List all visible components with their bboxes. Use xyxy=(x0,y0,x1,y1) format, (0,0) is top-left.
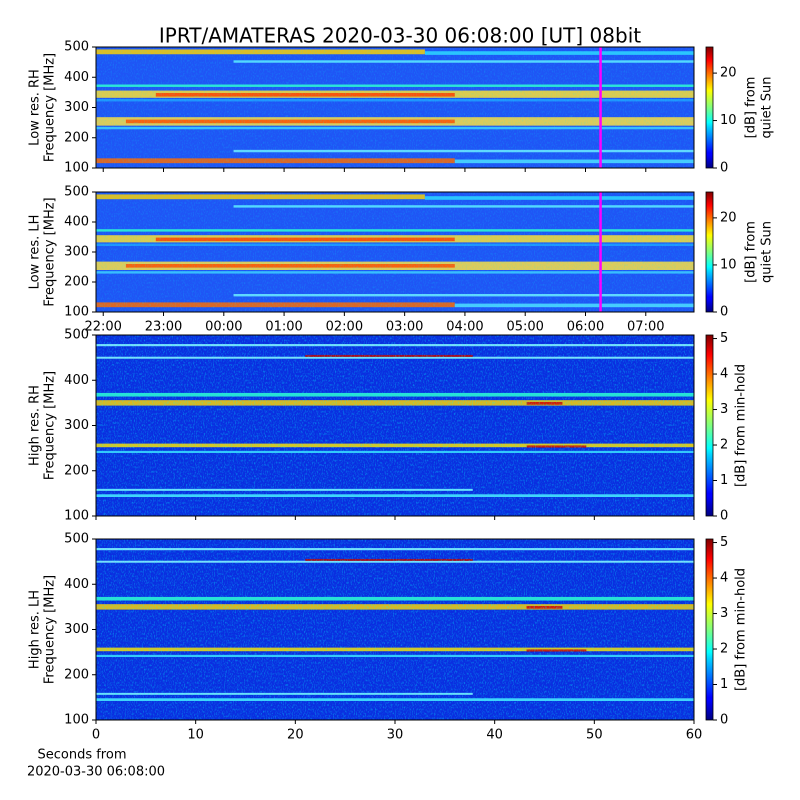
y-tick-label: 100 xyxy=(64,305,89,320)
x-tick-label: 02:00 xyxy=(326,320,363,335)
x-tick-label: 00:00 xyxy=(205,320,242,335)
spectrogram-noise xyxy=(96,192,694,312)
y-axis-label: Low res. RH xyxy=(28,69,43,146)
colorbar-tick-label: 4 xyxy=(720,367,728,382)
x-tick-label: 04:00 xyxy=(446,320,483,335)
colorbar-tick-label: 1 xyxy=(720,473,728,488)
colorbar xyxy=(705,46,714,169)
y-tick-label: 100 xyxy=(64,161,89,176)
colorbar-tick-label: 4 xyxy=(720,571,728,586)
x-tick-label: 22:00 xyxy=(84,320,121,335)
x-tick-label: 0 xyxy=(92,728,100,743)
colorbar-tick-label: 20 xyxy=(720,66,737,81)
y-axis-label: Frequency [MHz] xyxy=(43,53,58,162)
x-tick-label: 40 xyxy=(486,728,503,743)
colorbar-tick-label: 5 xyxy=(720,331,728,346)
colorbar-tick-label: 0 xyxy=(720,161,728,176)
spectrogram xyxy=(96,47,695,168)
y-tick-label: 200 xyxy=(64,667,89,682)
y-tick-label: 500 xyxy=(64,532,89,547)
x-axis-label: Seconds from xyxy=(37,748,126,763)
colorbar-tick-label: 3 xyxy=(720,402,728,417)
y-axis-label: Low res. LH xyxy=(28,215,43,290)
colorbar-tick-label: 1 xyxy=(720,677,728,692)
colorbar-tick-label: 10 xyxy=(720,257,737,272)
colorbar-label: [dB] from xyxy=(744,77,759,139)
colorbar xyxy=(705,538,714,721)
x-axis-label: 2020-03-30 06:08:00 xyxy=(27,765,165,780)
y-tick-label: 300 xyxy=(64,418,89,433)
x-tick-label: 05:00 xyxy=(506,320,543,335)
colorbar-tick-label: 10 xyxy=(720,113,737,128)
y-tick-label: 400 xyxy=(64,577,89,592)
spectrogram-noise xyxy=(96,335,694,516)
spectrogram xyxy=(96,335,694,516)
y-axis-label: High res. LH xyxy=(28,590,43,669)
colorbar-tick-label: 0 xyxy=(720,509,728,524)
x-tick-label: 20 xyxy=(287,728,304,743)
x-tick-label: 23:00 xyxy=(145,320,182,335)
y-tick-label: 500 xyxy=(64,328,89,343)
y-tick-label: 300 xyxy=(64,622,89,637)
colorbar-tick-label: 20 xyxy=(720,210,737,225)
colorbar-label: [dB] from xyxy=(744,221,759,283)
colorbar-tick-label: 2 xyxy=(720,642,728,657)
y-tick-label: 100 xyxy=(64,509,89,524)
x-tick-label: 30 xyxy=(387,728,404,743)
colorbar-tick-label: 0 xyxy=(720,305,728,320)
x-tick-label: 01:00 xyxy=(265,320,302,335)
colorbar-tick-label: 2 xyxy=(720,438,728,453)
spectrogram-noise xyxy=(96,539,694,720)
y-tick-label: 400 xyxy=(64,373,89,388)
colorbar-label: quiet Sun xyxy=(760,221,775,283)
colorbar-label: [dB] from min-hold xyxy=(734,364,749,487)
y-tick-label: 400 xyxy=(64,215,89,230)
y-tick-label: 500 xyxy=(64,40,89,55)
colorbar xyxy=(705,191,714,313)
y-axis-label: Frequency [MHz] xyxy=(43,197,58,306)
x-tick-label: 10 xyxy=(187,728,204,743)
spectrogram-noise xyxy=(96,47,694,168)
x-tick-label: 60 xyxy=(686,728,703,743)
y-axis-label: High res. RH xyxy=(28,385,43,466)
spectrogram xyxy=(96,539,694,720)
y-tick-label: 300 xyxy=(64,245,89,260)
colorbar-label: quiet Sun xyxy=(760,76,775,138)
colorbar-tick-label: 3 xyxy=(720,606,728,621)
colorbar-tick-label: 5 xyxy=(720,535,728,550)
x-tick-label: 06:00 xyxy=(567,320,604,335)
figure-title: IPRT/AMATERAS 2020-03-30 06:08:00 [UT] 0… xyxy=(159,24,641,48)
y-tick-label: 200 xyxy=(64,275,89,290)
y-tick-label: 100 xyxy=(64,713,89,728)
y-tick-label: 200 xyxy=(64,463,89,478)
spectrogram xyxy=(96,192,695,312)
x-tick-label: 03:00 xyxy=(386,320,423,335)
colorbar-label: [dB] from min-hold xyxy=(734,568,749,691)
x-tick-label: 07:00 xyxy=(627,320,664,335)
y-tick-label: 200 xyxy=(64,130,89,145)
y-tick-label: 400 xyxy=(64,70,89,85)
colorbar-tick-label: 0 xyxy=(720,713,728,728)
colorbar xyxy=(705,334,714,517)
y-tick-label: 500 xyxy=(64,185,89,200)
x-tick-label: 50 xyxy=(586,728,603,743)
y-axis-label: Frequency [MHz] xyxy=(43,371,58,480)
y-axis-label: Frequency [MHz] xyxy=(43,575,58,684)
y-tick-label: 300 xyxy=(64,100,89,115)
